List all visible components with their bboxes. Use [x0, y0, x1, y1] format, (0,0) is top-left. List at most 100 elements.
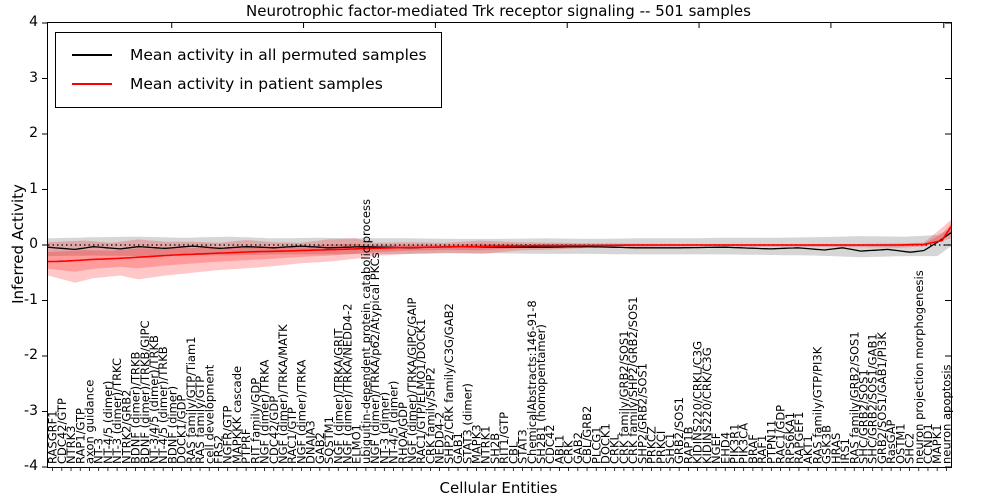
- entity-label: NT-4/5 (dimer): [387, 381, 401, 464]
- entity-label: RAS family/GTP/PI3K: [810, 346, 824, 464]
- entity-label: NT-3 (dimer)/TRKC: [110, 358, 124, 464]
- entity-label: SH2B1 (homopentamer): [534, 324, 548, 464]
- entity-label: RAP1B: [681, 426, 695, 464]
- y-tick-label: -4: [24, 458, 38, 474]
- entity-label: GRB2/SOS1: [672, 397, 686, 464]
- entity-label: GAB2: [571, 432, 585, 464]
- chart-title: Neurotrophic factor-mediated Trk recepto…: [246, 2, 751, 20]
- entity-label: DNAJA3: [304, 420, 318, 464]
- entity-label: RIT family/GDP: [248, 378, 262, 464]
- entity-label: CDC42: [543, 424, 557, 464]
- entity-label: NTRK1: [479, 426, 493, 464]
- entity-label: cell development: [202, 364, 216, 464]
- entity-label: ChemicalAbstracts:146-91-8: [525, 300, 539, 464]
- entity-label: NGF (dimer)/TRKA: [294, 360, 308, 464]
- entity-label: EHD4: [718, 432, 732, 464]
- entity-label: NGF (dimer)/TRKA/GRIT: [331, 327, 345, 464]
- legend-item-patient: Mean activity in patient samples: [66, 69, 427, 98]
- entity-label: RAS family/GRB2/SOS1: [847, 331, 861, 464]
- entity-label: NT-3/4/5 (dimer)/TRKB: [147, 335, 161, 464]
- entity-label: CRK family/GRB2/SOS1: [617, 330, 631, 464]
- permuted-line-swatch: [72, 53, 112, 56]
- entity-label: SHC/GRB2/SOS1: [857, 369, 871, 464]
- entity-label: NT-4/5 (dimer)/TRKB: [156, 346, 170, 464]
- entity-label: IRS1: [838, 438, 852, 464]
- entity-label: FRS2: [212, 435, 226, 464]
- entity-label: RAC1/GTP: [285, 407, 299, 464]
- entity-label: NGF (dimer)/TRKA/MATK: [276, 324, 290, 464]
- entity-label: RAP1/GTP: [73, 408, 87, 464]
- patient-confidence-band-outer: [48, 220, 951, 283]
- y-tick-label: -3: [24, 402, 38, 419]
- entity-label: RAF1: [755, 435, 769, 464]
- y-tick-label: 2: [29, 125, 38, 141]
- entity-label: NEDD4-2: [433, 412, 447, 464]
- legend-label: Mean activity in all permuted samples: [130, 45, 427, 64]
- entity-label: NT-4/5 (dimer): [101, 381, 115, 464]
- patient-line-swatch: [72, 82, 112, 85]
- entity-label: MAPKKK cascade: [230, 366, 244, 464]
- entity-label: CRKL: [608, 433, 622, 464]
- y-tick-label: -2: [24, 347, 38, 363]
- entity-label: NGF (dimer)/TRKA/p62/Atypical PKCs: [368, 252, 382, 464]
- entity-label: ubiquitin-dependent protein catabolic pr…: [359, 199, 373, 464]
- entity-label: RAS family/GTP: [193, 376, 207, 464]
- entity-label: RAPGEF1: [792, 412, 806, 464]
- entity-label: DOCK1/GDP: [175, 395, 189, 464]
- legend-item-permuted: Mean activity in all permuted samples: [66, 40, 427, 69]
- entity-label: NT-3 (dimer): [377, 392, 391, 464]
- entity-label: RASGRF1: [46, 410, 60, 464]
- entity-label: MAPK1: [930, 424, 944, 464]
- entity-label: CBL/GRB2: [580, 406, 594, 464]
- y-tick-label: -1: [24, 291, 38, 308]
- entity-label: BDNF (dimer): [165, 386, 179, 464]
- plot-area: RASGRF1 CDC42/GTP NTRK3 RAP1/GTP axon guidan…: [42, 22, 953, 471]
- entity-label: PTPRF: [239, 429, 253, 465]
- entity-label: HRAS: [829, 433, 843, 464]
- entity-label: CRK family/SHP2: [423, 367, 437, 464]
- entity-label: KIDINS220/CRKL/C3G: [691, 341, 705, 464]
- entity-label: PIK3CA: [737, 423, 751, 464]
- entity-label: PRKCZ: [645, 426, 659, 464]
- entity-label: KIDINS220/CRK/C3G: [700, 347, 714, 464]
- patient-mean-line: [47, 226, 952, 263]
- entity-label: NT-3: [92, 438, 106, 464]
- entity-label: NGF (dimer)/TRKA/GIPC/GAIP: [405, 297, 419, 464]
- entity-label: RIT1/GTP: [497, 412, 511, 464]
- entity-label: CDC42/GTP: [55, 398, 69, 464]
- entity-label: neuron apoptosis: [939, 364, 953, 464]
- entity-label: SHP2/GRB2/SOS1: [635, 363, 649, 464]
- entity-label: CRK: [562, 440, 576, 464]
- entity-label: RasGAP: [884, 419, 898, 464]
- entity-label: RHOA/GDP: [396, 402, 410, 464]
- entity-label: CBL: [506, 441, 520, 464]
- entity-label: STAT3 (dimer): [460, 383, 474, 464]
- legend-label: Mean activity in patient samples: [130, 74, 383, 93]
- entity-label: GSK3B: [820, 425, 834, 464]
- entity-label: NGF (dimer)/TRKA: [258, 360, 272, 464]
- entity-label: axon guidance: [83, 380, 97, 464]
- entity-label: PTPN11: [764, 420, 778, 464]
- entity-label: CCND1: [921, 423, 935, 464]
- entity-label: CDC42/GDP: [267, 396, 281, 464]
- entity-label: BDNF (dimer)/TRKB: [129, 351, 143, 464]
- entity-label: OSTM1: [893, 423, 907, 464]
- y-tick-label: 3: [29, 69, 38, 86]
- entity-label: RAC1/GDP: [774, 405, 788, 464]
- entity-label: SHC/GRB2/SOS1/GAB1: [866, 333, 880, 464]
- entity-label: RPS6KA1: [783, 412, 797, 464]
- entity-label: STAT3: [516, 429, 530, 464]
- entity-label: GAB2: [313, 432, 327, 464]
- entity-label: NGFR/GTP: [221, 405, 235, 464]
- entity-label: SQSTM1: [322, 416, 336, 464]
- entity-label: NTRK2/GRB2: [119, 390, 133, 464]
- legend: Mean activity in all permuted samples Me…: [55, 32, 442, 108]
- entity-label: MAPK3: [470, 424, 484, 464]
- entity-label: GRB2/SOS1/GAB1/PI3K: [875, 332, 889, 464]
- entity-label: DOCK1: [599, 423, 613, 464]
- entity-label: AKT1: [801, 435, 815, 464]
- entity-label: SH2B: [488, 433, 502, 464]
- entity-label: PRKCI: [654, 431, 668, 464]
